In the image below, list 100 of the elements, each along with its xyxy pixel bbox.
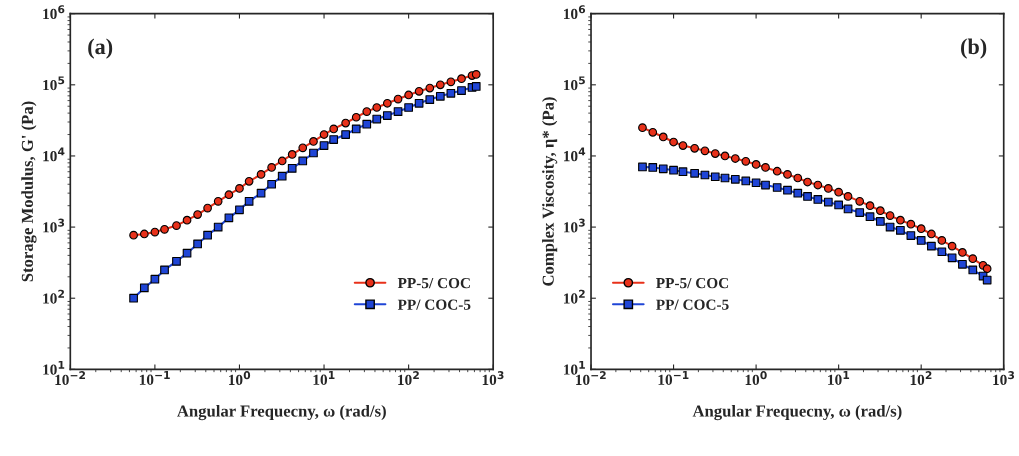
point (885, 211, 895, 220)
point (669, 165, 678, 175)
point (129, 230, 138, 240)
point (834, 187, 843, 197)
point (865, 212, 875, 222)
point (414, 98, 424, 108)
y-tick-label: 10$^{6}$ (564, 5, 586, 20)
point (382, 111, 392, 120)
point (678, 141, 688, 150)
y-tick-label: 10$^{4}$ (43, 147, 65, 162)
point (139, 229, 149, 239)
point (319, 141, 329, 150)
point (435, 80, 445, 90)
point (224, 213, 234, 223)
point (700, 146, 710, 156)
point (916, 224, 926, 234)
point (182, 215, 192, 225)
point (947, 241, 957, 251)
y-tick-label: 10$^{1}$ (43, 360, 65, 375)
point (937, 247, 947, 257)
point (958, 259, 967, 269)
x-tick-label: 10$^{3}$ (482, 371, 504, 386)
point (351, 112, 361, 122)
point (129, 293, 138, 303)
point (425, 95, 435, 104)
y-tick-label: 10$^{4}$ (564, 147, 586, 162)
point (457, 74, 466, 84)
point (669, 137, 678, 147)
point (648, 163, 658, 172)
point (244, 196, 254, 206)
y-tick-label: 10$^{3}$ (43, 218, 65, 233)
point (834, 200, 843, 210)
point (813, 180, 823, 190)
point (341, 118, 350, 128)
point (203, 203, 212, 213)
x-tick-label: 10$^{2}$ (398, 371, 419, 386)
legend-label: PP-5/ COC (656, 277, 729, 289)
y-tick-label: 10$^{1}$ (564, 360, 585, 375)
point (937, 236, 947, 245)
point (235, 184, 244, 193)
point (761, 180, 770, 190)
point (372, 114, 382, 124)
point (710, 172, 720, 182)
point (813, 195, 823, 204)
x-axis-title: Angular Frequecny, ω (rad/s) (177, 404, 386, 421)
point (319, 130, 329, 139)
point (287, 163, 297, 173)
point (425, 83, 435, 93)
point (160, 265, 169, 275)
point (803, 177, 812, 187)
x-tick-label: 10$^{0}$ (229, 371, 251, 386)
legend-label: PP/ COC-5 (656, 299, 729, 310)
point (958, 248, 967, 257)
y-tick-label: 10$^{5}$ (564, 76, 585, 91)
y-axis-title: Complex Viscosity, η* (Pa) (542, 97, 558, 286)
point (843, 192, 853, 201)
point (906, 219, 916, 229)
x-tick-label: 10$^{0}$ (745, 371, 767, 386)
point (916, 236, 926, 245)
point (404, 103, 413, 112)
y-axis-title: Storage Modulus, G' (Pa) (21, 101, 37, 282)
point (741, 176, 751, 186)
point (150, 274, 160, 284)
point (213, 196, 223, 206)
point (648, 127, 658, 137)
point (751, 178, 761, 188)
point (277, 156, 287, 166)
point (927, 241, 936, 251)
point (638, 162, 647, 172)
point (855, 196, 865, 206)
point (741, 156, 751, 166)
point (730, 174, 740, 184)
point (393, 107, 403, 116)
point (658, 132, 668, 142)
point (329, 135, 339, 144)
annotation: (b) (961, 38, 987, 59)
x-tick-label: 10$^{1}$ (828, 371, 850, 385)
point (875, 217, 885, 226)
x-tick-label: 10$^{3}$ (993, 371, 1015, 386)
point (793, 173, 803, 183)
point (382, 98, 392, 108)
y-tick-label: 10$^{3}$ (564, 218, 585, 233)
y-tick-label: 10$^{2}$ (43, 289, 65, 304)
point (855, 208, 865, 217)
x-axis-title: Angular Frequecny, ω (rad/s) (692, 404, 902, 421)
point (309, 137, 318, 146)
point (730, 154, 740, 163)
y-tick-label: 10$^{5}$ (43, 76, 65, 91)
point (182, 248, 192, 258)
point (160, 224, 169, 234)
point (457, 86, 466, 95)
point (968, 265, 978, 275)
point (446, 77, 456, 87)
point (393, 94, 403, 104)
point (751, 160, 761, 169)
point (414, 86, 424, 96)
point (761, 163, 770, 172)
point (772, 166, 782, 176)
x-tick-label: 10$^{−1}$ (139, 371, 170, 385)
point (309, 148, 318, 158)
